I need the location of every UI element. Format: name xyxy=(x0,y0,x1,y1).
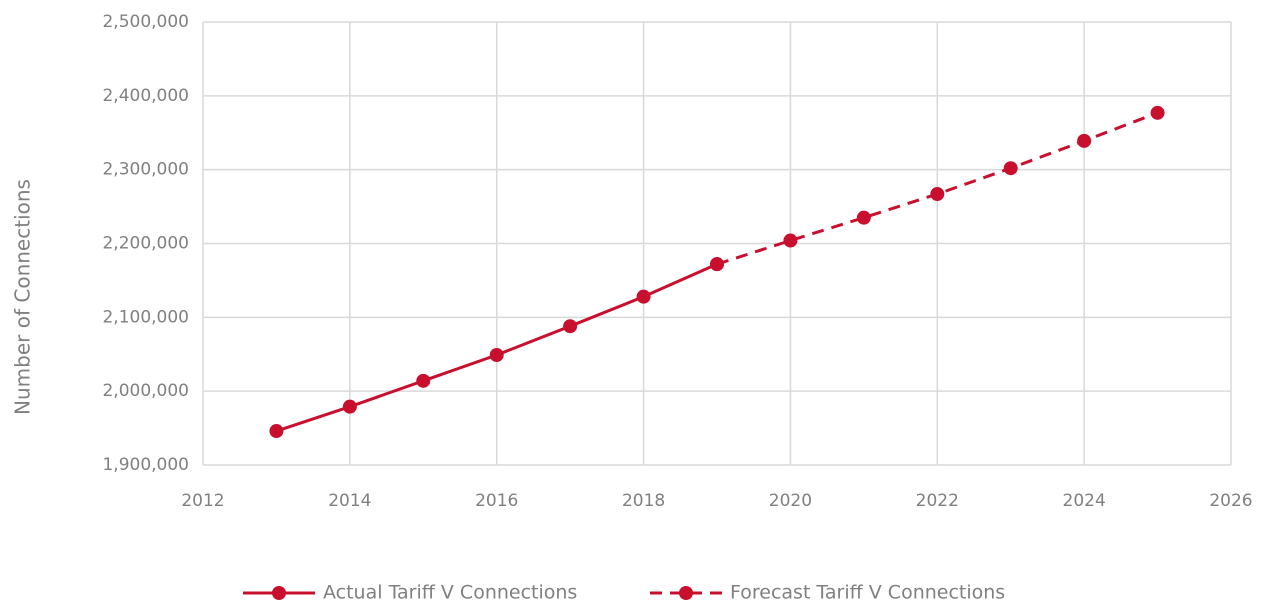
x-tick-label: 2014 xyxy=(328,491,371,511)
y-tick-label: 2,300,000 xyxy=(102,160,189,180)
point xyxy=(636,289,651,304)
point xyxy=(416,373,431,388)
point xyxy=(1150,105,1165,120)
point xyxy=(489,347,504,362)
point xyxy=(563,319,578,334)
legend-label: Actual Tariff V Connections xyxy=(323,582,577,604)
y-tick-label: 2,400,000 xyxy=(102,86,189,106)
y-tick-label: 2,100,000 xyxy=(102,307,189,327)
y-tick-label: 2,000,000 xyxy=(102,381,189,401)
point xyxy=(783,233,798,248)
y-tick-label: 2,200,000 xyxy=(102,234,189,254)
x-tick-label: 2026 xyxy=(1209,491,1252,511)
x-tick-label: 2020 xyxy=(769,491,812,511)
point xyxy=(1077,133,1092,148)
point xyxy=(1003,161,1018,176)
x-tick-label: 2018 xyxy=(622,491,665,511)
point xyxy=(342,399,357,414)
legend-marker xyxy=(272,586,286,600)
legend-label: Forecast Tariff V Connections xyxy=(730,582,1005,604)
point xyxy=(930,187,945,202)
x-tick-label: 2022 xyxy=(916,491,959,511)
x-tick-label: 2016 xyxy=(475,491,518,511)
point xyxy=(856,210,871,225)
legend-marker xyxy=(679,586,693,600)
point xyxy=(269,424,284,439)
y-tick-label: 2,500,000 xyxy=(102,12,189,32)
y-axis-label: Number of Connections xyxy=(11,179,35,415)
point xyxy=(710,257,724,272)
y-tick-label: 1,900,000 xyxy=(102,455,189,475)
x-tick-label: 2012 xyxy=(181,491,224,511)
x-tick-label: 2024 xyxy=(1063,491,1106,511)
